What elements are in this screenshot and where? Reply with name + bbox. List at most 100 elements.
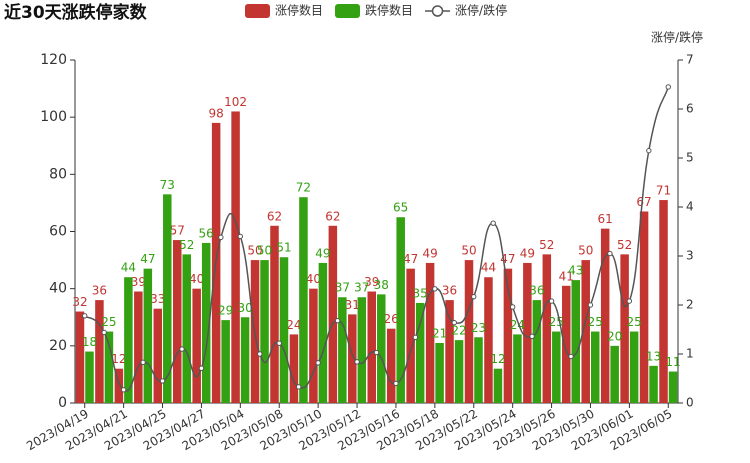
value-label: 57 xyxy=(170,224,185,238)
line-point xyxy=(295,384,302,390)
value-label: 47 xyxy=(140,252,155,266)
y2-tick-label: 5 xyxy=(686,151,694,165)
line-point xyxy=(140,359,146,366)
legend-label: 跌停数目 xyxy=(365,3,413,18)
line-point xyxy=(179,346,185,352)
bar xyxy=(153,308,163,403)
bar xyxy=(338,297,347,403)
bar xyxy=(610,345,619,403)
value-label: 25 xyxy=(588,315,603,329)
value-label: 21 xyxy=(432,326,447,340)
bar xyxy=(562,285,571,403)
bar xyxy=(406,268,415,403)
line-point xyxy=(646,147,652,154)
bar xyxy=(75,311,85,403)
bar xyxy=(474,337,483,403)
line-point xyxy=(257,351,263,357)
bar xyxy=(318,262,328,403)
value-label: 49 xyxy=(422,246,437,260)
bar xyxy=(309,288,318,403)
bar xyxy=(377,294,386,403)
value-label: 41 xyxy=(559,269,574,283)
value-label: 67 xyxy=(636,195,651,209)
bar xyxy=(629,331,639,403)
y2-tick-label: 6 xyxy=(686,102,694,116)
bar xyxy=(134,291,143,403)
value-label: 50 xyxy=(257,244,272,258)
bar xyxy=(124,277,133,403)
line-point xyxy=(82,313,88,319)
value-label: 44 xyxy=(481,261,496,275)
bar xyxy=(464,260,474,403)
y-tick-label: 60 xyxy=(49,224,67,240)
line-point xyxy=(548,298,555,304)
bar xyxy=(114,368,124,403)
value-label: 52 xyxy=(539,238,554,252)
value-label: 43 xyxy=(568,264,583,278)
value-label: 13 xyxy=(646,349,661,363)
value-label: 29 xyxy=(218,304,233,318)
bar xyxy=(532,300,542,403)
bar xyxy=(396,217,405,403)
value-label: 23 xyxy=(471,321,486,335)
y2-tick-label: 1 xyxy=(686,347,694,361)
bar xyxy=(542,254,552,403)
value-label: 52 xyxy=(179,238,194,252)
bar xyxy=(163,194,172,403)
value-label: 98 xyxy=(208,106,223,120)
legend-label: 涨停/跌停 xyxy=(455,3,507,18)
value-label: 56 xyxy=(199,226,214,240)
bar xyxy=(270,225,279,403)
bar xyxy=(659,200,668,403)
value-label: 62 xyxy=(325,209,340,223)
bar xyxy=(493,368,503,403)
value-label: 31 xyxy=(345,298,360,312)
bar xyxy=(454,340,464,403)
value-label: 65 xyxy=(393,201,408,215)
value-label: 38 xyxy=(374,278,389,292)
bar xyxy=(299,197,308,403)
bar xyxy=(328,225,338,403)
bar xyxy=(552,331,561,403)
line-point xyxy=(529,333,535,340)
bar xyxy=(260,260,269,403)
line-point xyxy=(237,233,244,240)
line-point xyxy=(626,298,633,304)
value-label: 47 xyxy=(403,252,418,266)
line-point xyxy=(354,359,360,365)
bar xyxy=(415,302,425,403)
value-label: 20 xyxy=(607,329,622,343)
value-label: 40 xyxy=(189,272,204,286)
y2-tick-label: 2 xyxy=(686,298,694,312)
value-label: 39 xyxy=(131,275,146,289)
legend-swatch xyxy=(431,5,444,17)
bar xyxy=(523,262,532,403)
value-label: 24 xyxy=(510,318,525,332)
bar xyxy=(435,342,444,403)
line-point xyxy=(509,304,516,310)
value-label: 36 xyxy=(529,284,544,298)
bar xyxy=(201,242,211,403)
value-label: 39 xyxy=(364,275,379,289)
line-point xyxy=(665,84,671,90)
bar xyxy=(513,334,522,403)
bar xyxy=(668,371,678,403)
line-point xyxy=(432,286,438,292)
value-label: 50 xyxy=(247,244,262,258)
value-label: 73 xyxy=(160,178,175,192)
value-label: 49 xyxy=(315,246,330,260)
value-label: 51 xyxy=(276,241,291,255)
value-label: 36 xyxy=(92,284,107,298)
line-point xyxy=(159,378,166,384)
line-point xyxy=(334,317,341,324)
legend-swatch xyxy=(335,4,361,18)
line-point xyxy=(276,340,282,346)
y2-tick-label: 3 xyxy=(686,249,694,263)
legend-swatch xyxy=(245,4,270,18)
value-label: 24 xyxy=(286,318,301,332)
chart-title: 近30天涨跌停家数 xyxy=(4,2,148,23)
bar xyxy=(172,240,182,403)
legend-label: 涨停数目 xyxy=(275,3,323,18)
bar xyxy=(104,331,114,403)
y2-tick-label: 7 xyxy=(686,53,694,67)
